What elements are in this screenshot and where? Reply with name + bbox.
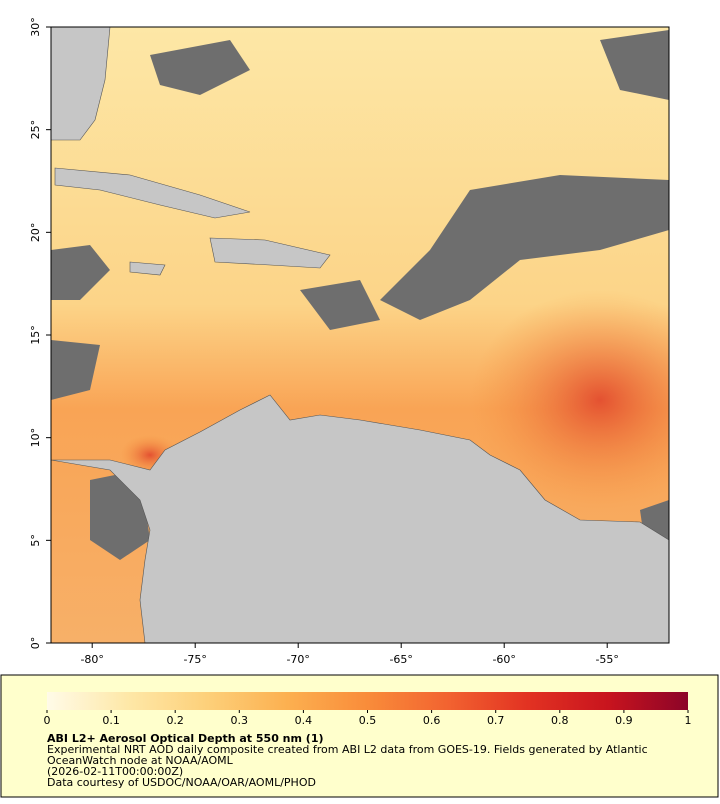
y-tick-label: 30° — [29, 17, 42, 37]
colorbar-tick-label: 0.9 — [615, 714, 633, 727]
colorbar — [47, 692, 688, 710]
colorbar-tick-label: 0.6 — [423, 714, 441, 727]
colorbar-tick-label: 0.8 — [551, 714, 569, 727]
colorbar-tick-label: 0.5 — [359, 714, 377, 727]
x-tick-label: -80° — [80, 653, 103, 666]
y-tick-label: 25° — [29, 120, 42, 140]
caption-line: Data courtesy of USDOC/NOAA/OAR/AOML/PHO… — [47, 776, 316, 789]
colorbar-tick-label: 1 — [685, 714, 692, 727]
x-tick-label: -60° — [492, 653, 515, 666]
x-tick-label: -65° — [389, 653, 412, 666]
colorbar-tick-label: 0.2 — [166, 714, 184, 727]
y-tick-label: 10° — [29, 428, 42, 448]
x-tick-label: -70° — [286, 653, 309, 666]
caption-title: ABI L2+ Aerosol Optical Depth at 550 nm … — [47, 732, 324, 745]
y-tick-label: 0° — [29, 637, 42, 650]
x-tick-label: -75° — [183, 653, 206, 666]
map — [51, 27, 669, 643]
colorbar-tick-label: 0.1 — [102, 714, 120, 727]
land — [51, 27, 669, 643]
colorbar-tick-label: 0.7 — [487, 714, 505, 727]
caption-line: OceanWatch node at NOAA/AOML — [47, 754, 234, 767]
caption-line: Experimental NRT AOD daily composite cre… — [47, 743, 648, 756]
cloud — [51, 30, 669, 560]
y-tick-label: 5° — [29, 534, 42, 547]
colorbar-tick-label: 0.4 — [295, 714, 313, 727]
caption-line: (2026-02-11T00:00:00Z) — [47, 765, 183, 778]
y-tick-label: 15° — [29, 325, 42, 345]
x-tick-label: -55° — [595, 653, 618, 666]
y-tick-label: 20° — [29, 223, 42, 243]
colorbar-tick-label: 0 — [44, 714, 51, 727]
aod-high — [470, 290, 669, 510]
colorbar-tick-label: 0.3 — [231, 714, 249, 727]
